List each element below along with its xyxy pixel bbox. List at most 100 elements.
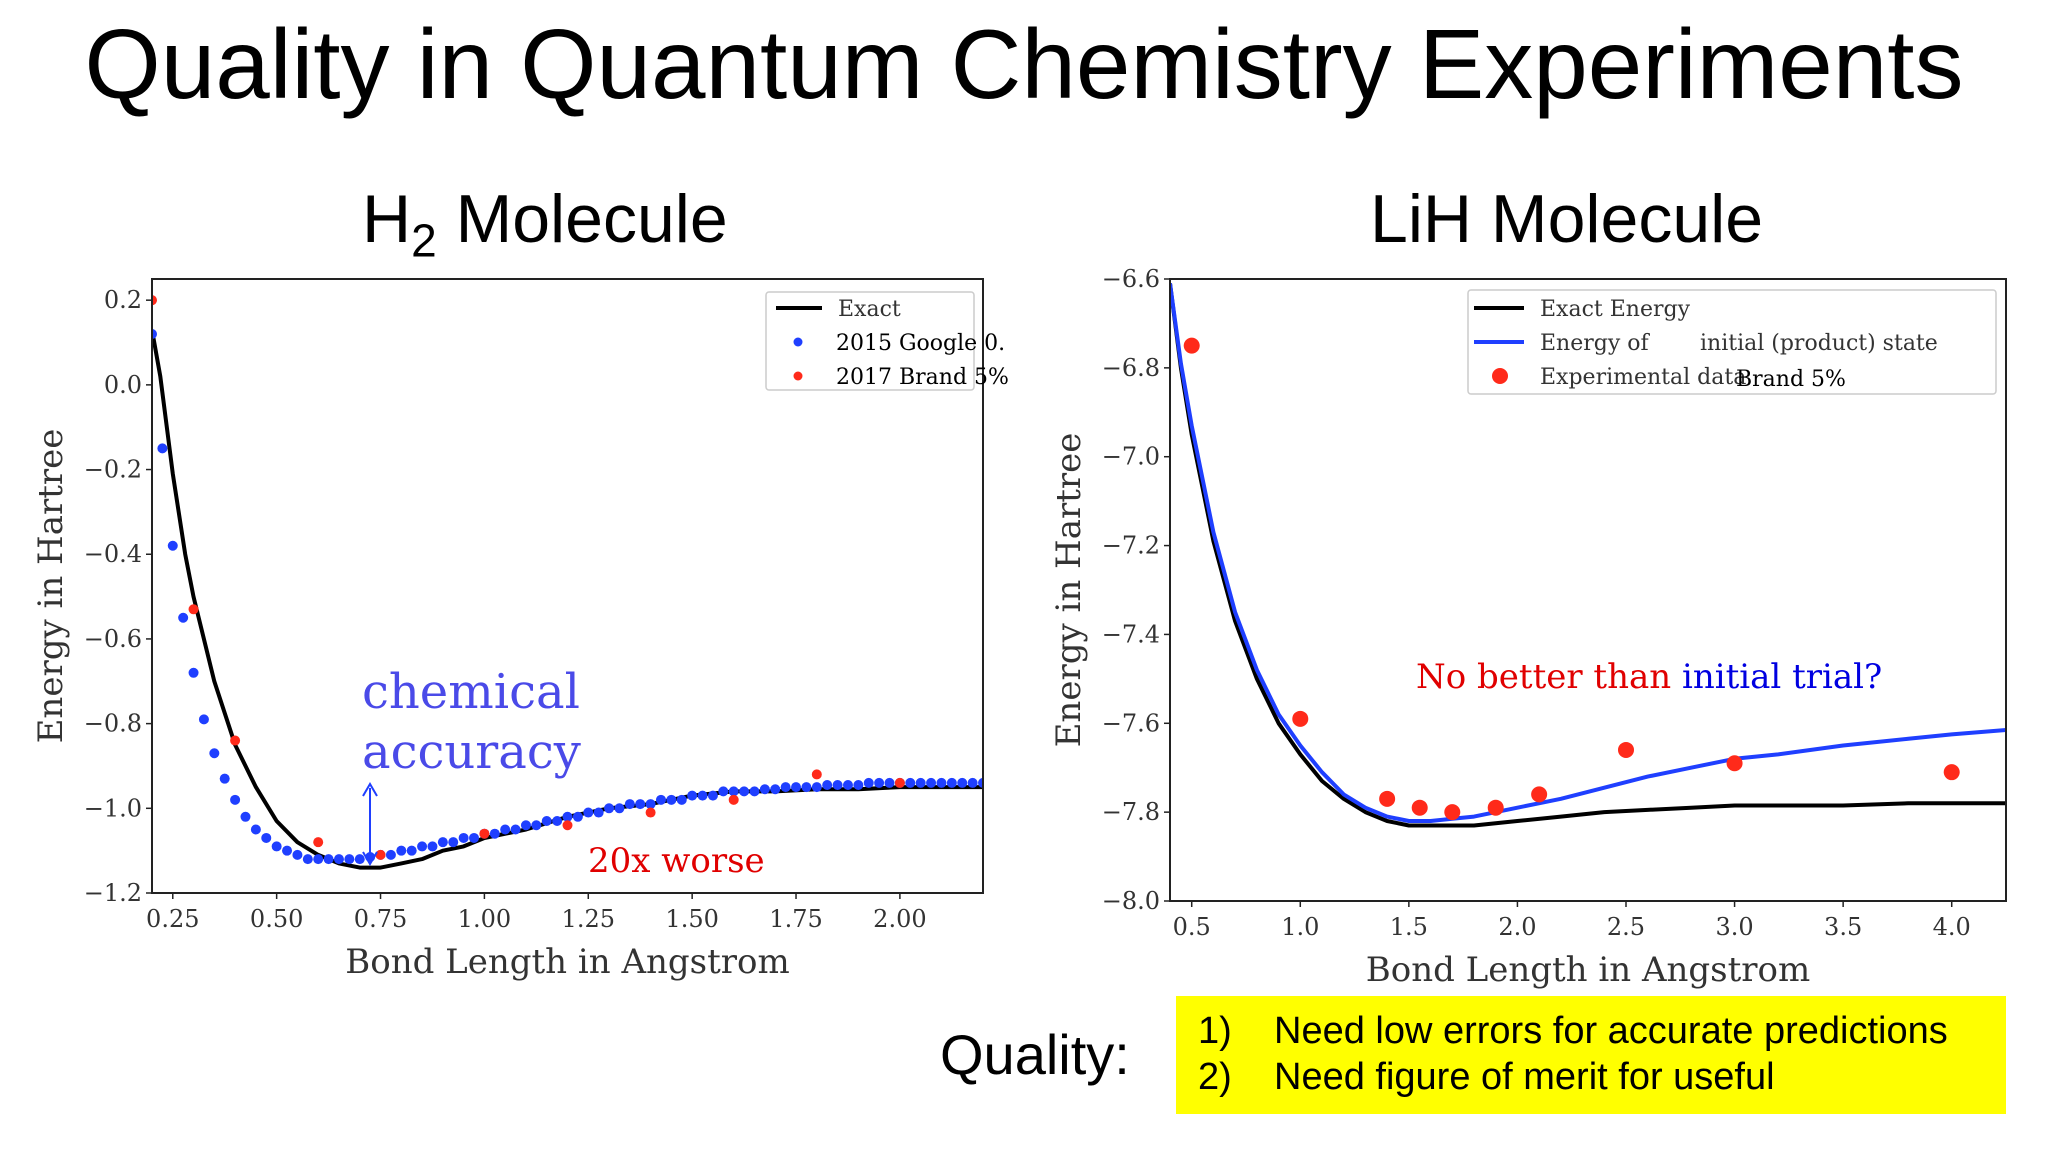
google-point [271, 841, 282, 852]
google-point [261, 832, 272, 843]
requirement-text: Need low errors for accurate predictions [1274, 1010, 1948, 1052]
x-tick-label: 2.00 [873, 905, 926, 933]
google-point [458, 832, 469, 843]
google-point [676, 794, 687, 805]
plot-area [152, 295, 983, 870]
brand-point [188, 604, 199, 615]
google-point [230, 794, 241, 805]
google-point [604, 803, 615, 814]
google-point [749, 786, 760, 797]
google-point [926, 777, 937, 788]
google-point [957, 777, 968, 788]
experimental-point [1618, 741, 1634, 758]
x-tick-label: 2.5 [1607, 913, 1645, 941]
x-tick-label: 1.50 [665, 905, 718, 933]
requirement-item: 1) Need low errors for accurate predictio… [1176, 1008, 1948, 1054]
quality-requirements-box: 1) Need low errors for accurate predictio… [1176, 996, 2006, 1114]
experimental-point [1726, 755, 1743, 772]
y-tick-label: −0.8 [84, 710, 142, 738]
y-tick-label: −7.4 [1102, 620, 1160, 648]
google-point [718, 786, 729, 797]
lih-legend: Exact Energy Energy of initial (product) s… [1467, 289, 1997, 395]
y-tick-label: −6.8 [1102, 354, 1160, 382]
h2-title-subscript: 2 [411, 214, 437, 267]
brand-point [375, 849, 386, 860]
google-point [936, 777, 947, 788]
legend-google-swatch [793, 337, 803, 347]
quality-label: Quality: [940, 1023, 1130, 1086]
google-point [178, 612, 189, 623]
google-point [417, 841, 428, 852]
google-point [739, 786, 750, 797]
google-point [427, 841, 438, 852]
x-tick-label: 0.50 [250, 905, 303, 933]
experimental-point [1487, 799, 1504, 816]
google-point [655, 794, 666, 805]
google-point [198, 714, 209, 725]
requirement-text: Need figure of merit for useful [1274, 1056, 1775, 1098]
experimental-point [1379, 790, 1396, 807]
legend-frame [765, 291, 975, 391]
no-better-annotation: No better than initial trial? [1416, 657, 1882, 697]
y-tick-label: −7.6 [1102, 709, 1160, 737]
requirement-number: 2) [1198, 1056, 1232, 1098]
requirement-item: 2) Need figure of merit for useful [1176, 1054, 1948, 1100]
no-better-red-text: No better than [1416, 657, 1682, 697]
plot-frame [1169, 278, 2007, 902]
x-axis-label: Bond Length in Angstrom [345, 942, 790, 982]
google-point [759, 784, 770, 795]
google-point [282, 845, 293, 856]
brand-point [313, 837, 324, 848]
legend-exact-label: Exact [838, 297, 901, 322]
h2-title-main: H [362, 181, 412, 257]
experimental-point [1943, 764, 1960, 781]
google-point [209, 748, 220, 759]
y-tick-label: −7.8 [1102, 798, 1160, 826]
x-axis-label: Bond Length in Angstrom [1366, 950, 1811, 990]
x-tick-label: 1.75 [769, 905, 822, 933]
google-point [645, 799, 656, 810]
experimental-point [1531, 786, 1548, 803]
legend-brand-label: 2017 Brand 5% [836, 365, 1009, 390]
google-point [541, 816, 552, 827]
brand-point [562, 820, 573, 831]
google-point [333, 854, 344, 865]
google-point [240, 811, 251, 822]
google-point [167, 540, 178, 551]
google-point [152, 329, 157, 340]
plot-area [1170, 283, 2006, 828]
google-point [323, 854, 334, 865]
y-tick-label: −6.6 [1102, 265, 1160, 293]
google-point [302, 854, 313, 865]
y-axis-label: Energy in Hartree [31, 429, 71, 744]
google-point [624, 799, 635, 810]
google-point [978, 777, 983, 788]
google-point [489, 828, 500, 839]
slide-title: Quality in Quantum Chemistry Experiments [84, 9, 1964, 119]
y-tick-label: −1.2 [84, 879, 142, 907]
brand-point [230, 735, 241, 746]
h2-title-rest: Molecule [436, 181, 728, 257]
google-point [967, 777, 978, 788]
google-point [531, 820, 542, 831]
legend-product-label-a: Energy of [1540, 331, 1651, 356]
experimental-point [1183, 337, 1200, 354]
google-point [863, 777, 874, 788]
google-point [510, 824, 521, 835]
google-point [313, 854, 324, 865]
y-axis-label: Energy in Hartree [1049, 433, 1089, 748]
legend-exact-label: Exact Energy [1540, 297, 1691, 322]
google-point [905, 777, 916, 788]
google-point [500, 824, 511, 835]
google-point [832, 780, 843, 791]
legend-experimental-swatch [1492, 368, 1508, 384]
google-point [666, 794, 677, 805]
brand-point [811, 769, 822, 780]
google-point [250, 824, 261, 835]
google-point [780, 782, 791, 793]
y-tick-label: −0.6 [84, 625, 142, 653]
google-point [822, 780, 833, 791]
x-tick-label: 1.0 [1281, 913, 1319, 941]
google-point [874, 777, 885, 788]
google-point [552, 816, 563, 827]
